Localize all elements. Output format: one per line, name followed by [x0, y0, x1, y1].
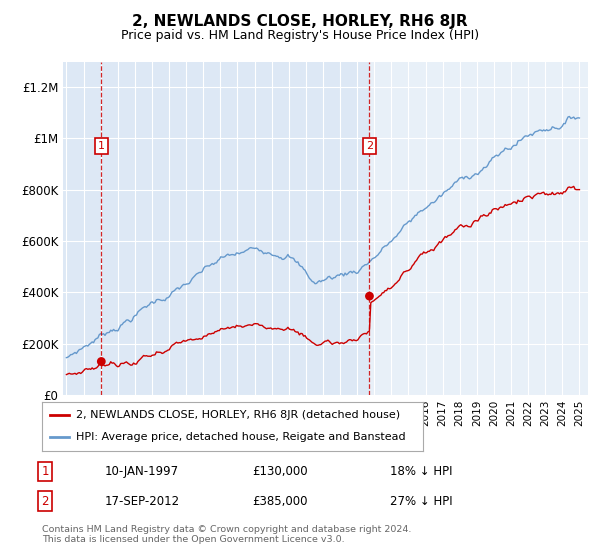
- Text: Price paid vs. HM Land Registry's House Price Index (HPI): Price paid vs. HM Land Registry's House …: [121, 29, 479, 42]
- Point: [365, 292, 374, 301]
- Text: 2, NEWLANDS CLOSE, HORLEY, RH6 8JR: 2, NEWLANDS CLOSE, HORLEY, RH6 8JR: [132, 14, 468, 29]
- Text: 10-JAN-1997: 10-JAN-1997: [105, 465, 179, 478]
- Text: £385,000: £385,000: [252, 494, 308, 508]
- Text: 27% ↓ HPI: 27% ↓ HPI: [390, 494, 452, 508]
- Text: 17-SEP-2012: 17-SEP-2012: [105, 494, 180, 508]
- Text: 18% ↓ HPI: 18% ↓ HPI: [390, 465, 452, 478]
- Point: [97, 357, 106, 366]
- Text: 1: 1: [98, 141, 105, 151]
- Text: 2: 2: [366, 141, 373, 151]
- Text: £130,000: £130,000: [252, 465, 308, 478]
- Text: 2, NEWLANDS CLOSE, HORLEY, RH6 8JR (detached house): 2, NEWLANDS CLOSE, HORLEY, RH6 8JR (deta…: [76, 410, 400, 420]
- Text: HPI: Average price, detached house, Reigate and Banstead: HPI: Average price, detached house, Reig…: [76, 432, 406, 442]
- Text: 1: 1: [41, 465, 49, 478]
- Text: 2: 2: [41, 494, 49, 508]
- Bar: [370, 62, 588, 395]
- Text: Contains HM Land Registry data © Crown copyright and database right 2024.
This d: Contains HM Land Registry data © Crown c…: [42, 525, 412, 544]
